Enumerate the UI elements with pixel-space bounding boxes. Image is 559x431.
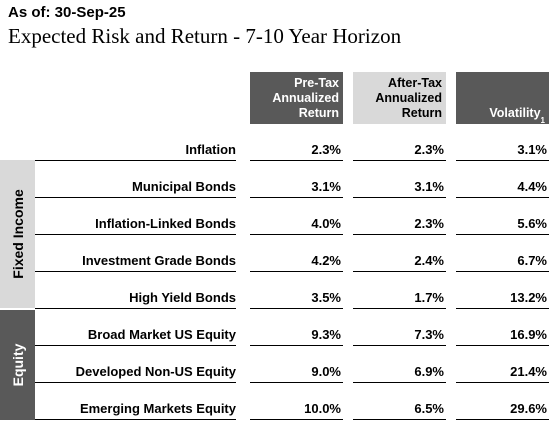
row-separator <box>250 345 343 346</box>
row-separator <box>250 308 343 309</box>
row-separator <box>353 419 446 420</box>
aftertax-return-cell: 1.7% <box>414 290 444 305</box>
header-aftertax-line-3: Return <box>401 106 442 120</box>
row-separator <box>250 419 343 420</box>
row-separator <box>35 197 236 198</box>
row-separator <box>250 382 343 383</box>
volatility-cell: 29.6% <box>510 401 547 416</box>
aftertax-return-cell: 6.9% <box>414 364 444 379</box>
row-separator <box>35 160 236 161</box>
header-pretax-line-3: Return <box>298 106 339 120</box>
page-title: Expected Risk and Return - 7-10 Year Hor… <box>8 24 402 48</box>
aftertax-return-cell: 6.5% <box>414 401 444 416</box>
row-separator <box>353 271 446 272</box>
row-label: High Yield Bonds <box>129 290 236 305</box>
group-fixed-income: Fixed Income <box>0 160 35 308</box>
row-separator <box>35 271 236 272</box>
volatility-cell: 5.6% <box>517 216 547 231</box>
row-separator <box>456 197 549 198</box>
pretax-return-cell: 9.0% <box>311 364 341 379</box>
row-separator <box>250 271 343 272</box>
row-label: Developed Non-US Equity <box>75 364 236 379</box>
header-volatility-label: Volatility <box>489 106 541 120</box>
row-separator <box>353 308 446 309</box>
row-separator <box>456 419 549 420</box>
row-label: Inflation-Linked Bonds <box>95 216 236 231</box>
row-separator <box>35 234 236 235</box>
volatility-cell: 4.4% <box>517 179 547 194</box>
row-separator <box>456 345 549 346</box>
group-fixed-income-label: Fixed Income <box>9 189 26 279</box>
header-aftertax-line-2: Annualized <box>375 91 442 105</box>
row-label: Emerging Markets Equity <box>79 401 236 416</box>
row-separator <box>250 234 343 235</box>
row-separator <box>353 345 446 346</box>
row-separator <box>35 382 236 383</box>
row-separator <box>250 197 343 198</box>
pretax-return-cell: 3.1% <box>311 179 341 194</box>
as-of-date: As of: 30-Sep-25 <box>8 4 126 21</box>
row-label: Broad Market US Equity <box>87 327 236 342</box>
header-aftertax-line-1: After-Tax <box>388 76 442 90</box>
group-equity: Equity <box>0 310 35 420</box>
group-equity-label: Equity <box>9 343 26 387</box>
row-separator <box>353 197 446 198</box>
row-separator <box>35 345 236 346</box>
header-aftertax-return: After-Tax Annualized Return <box>353 72 446 124</box>
aftertax-return-cell: 3.1% <box>414 179 444 194</box>
row-separator <box>353 160 446 161</box>
volatility-cell: 3.1% <box>517 142 547 157</box>
row-separator <box>353 382 446 383</box>
header-pretax-line-1: Pre-Tax <box>294 76 339 90</box>
header-pretax-line-2: Annualized <box>272 91 339 105</box>
row-separator <box>456 308 549 309</box>
volatility-cell: 13.2% <box>510 290 547 305</box>
volatility-cell: 21.4% <box>510 364 547 379</box>
header-pretax-return: Pre-Tax Annualized Return <box>250 72 343 124</box>
row-separator <box>353 234 446 235</box>
pretax-return-cell: 3.5% <box>311 290 341 305</box>
row-separator <box>35 308 236 309</box>
pretax-return-cell: 10.0% <box>304 401 341 416</box>
header-volatility: Volatility 1 <box>456 72 549 125</box>
row-separator <box>35 419 236 420</box>
row-label: Investment Grade Bonds <box>82 253 236 268</box>
pretax-return-cell: 4.0% <box>311 216 341 231</box>
row-label: Municipal Bonds <box>132 179 236 194</box>
row-label: Inflation <box>185 142 236 157</box>
aftertax-return-cell: 2.3% <box>414 142 444 157</box>
volatility-cell: 16.9% <box>510 327 547 342</box>
pretax-return-cell: 2.3% <box>311 142 341 157</box>
row-separator <box>456 160 549 161</box>
pretax-return-cell: 4.2% <box>311 253 341 268</box>
row-separator <box>456 271 549 272</box>
row-separator <box>250 160 343 161</box>
volatility-cell: 6.7% <box>517 253 547 268</box>
aftertax-return-cell: 7.3% <box>414 327 444 342</box>
aftertax-return-cell: 2.4% <box>414 253 444 268</box>
row-separator <box>456 382 549 383</box>
pretax-return-cell: 9.3% <box>311 327 341 342</box>
aftertax-return-cell: 2.3% <box>414 216 444 231</box>
row-separator <box>456 234 549 235</box>
